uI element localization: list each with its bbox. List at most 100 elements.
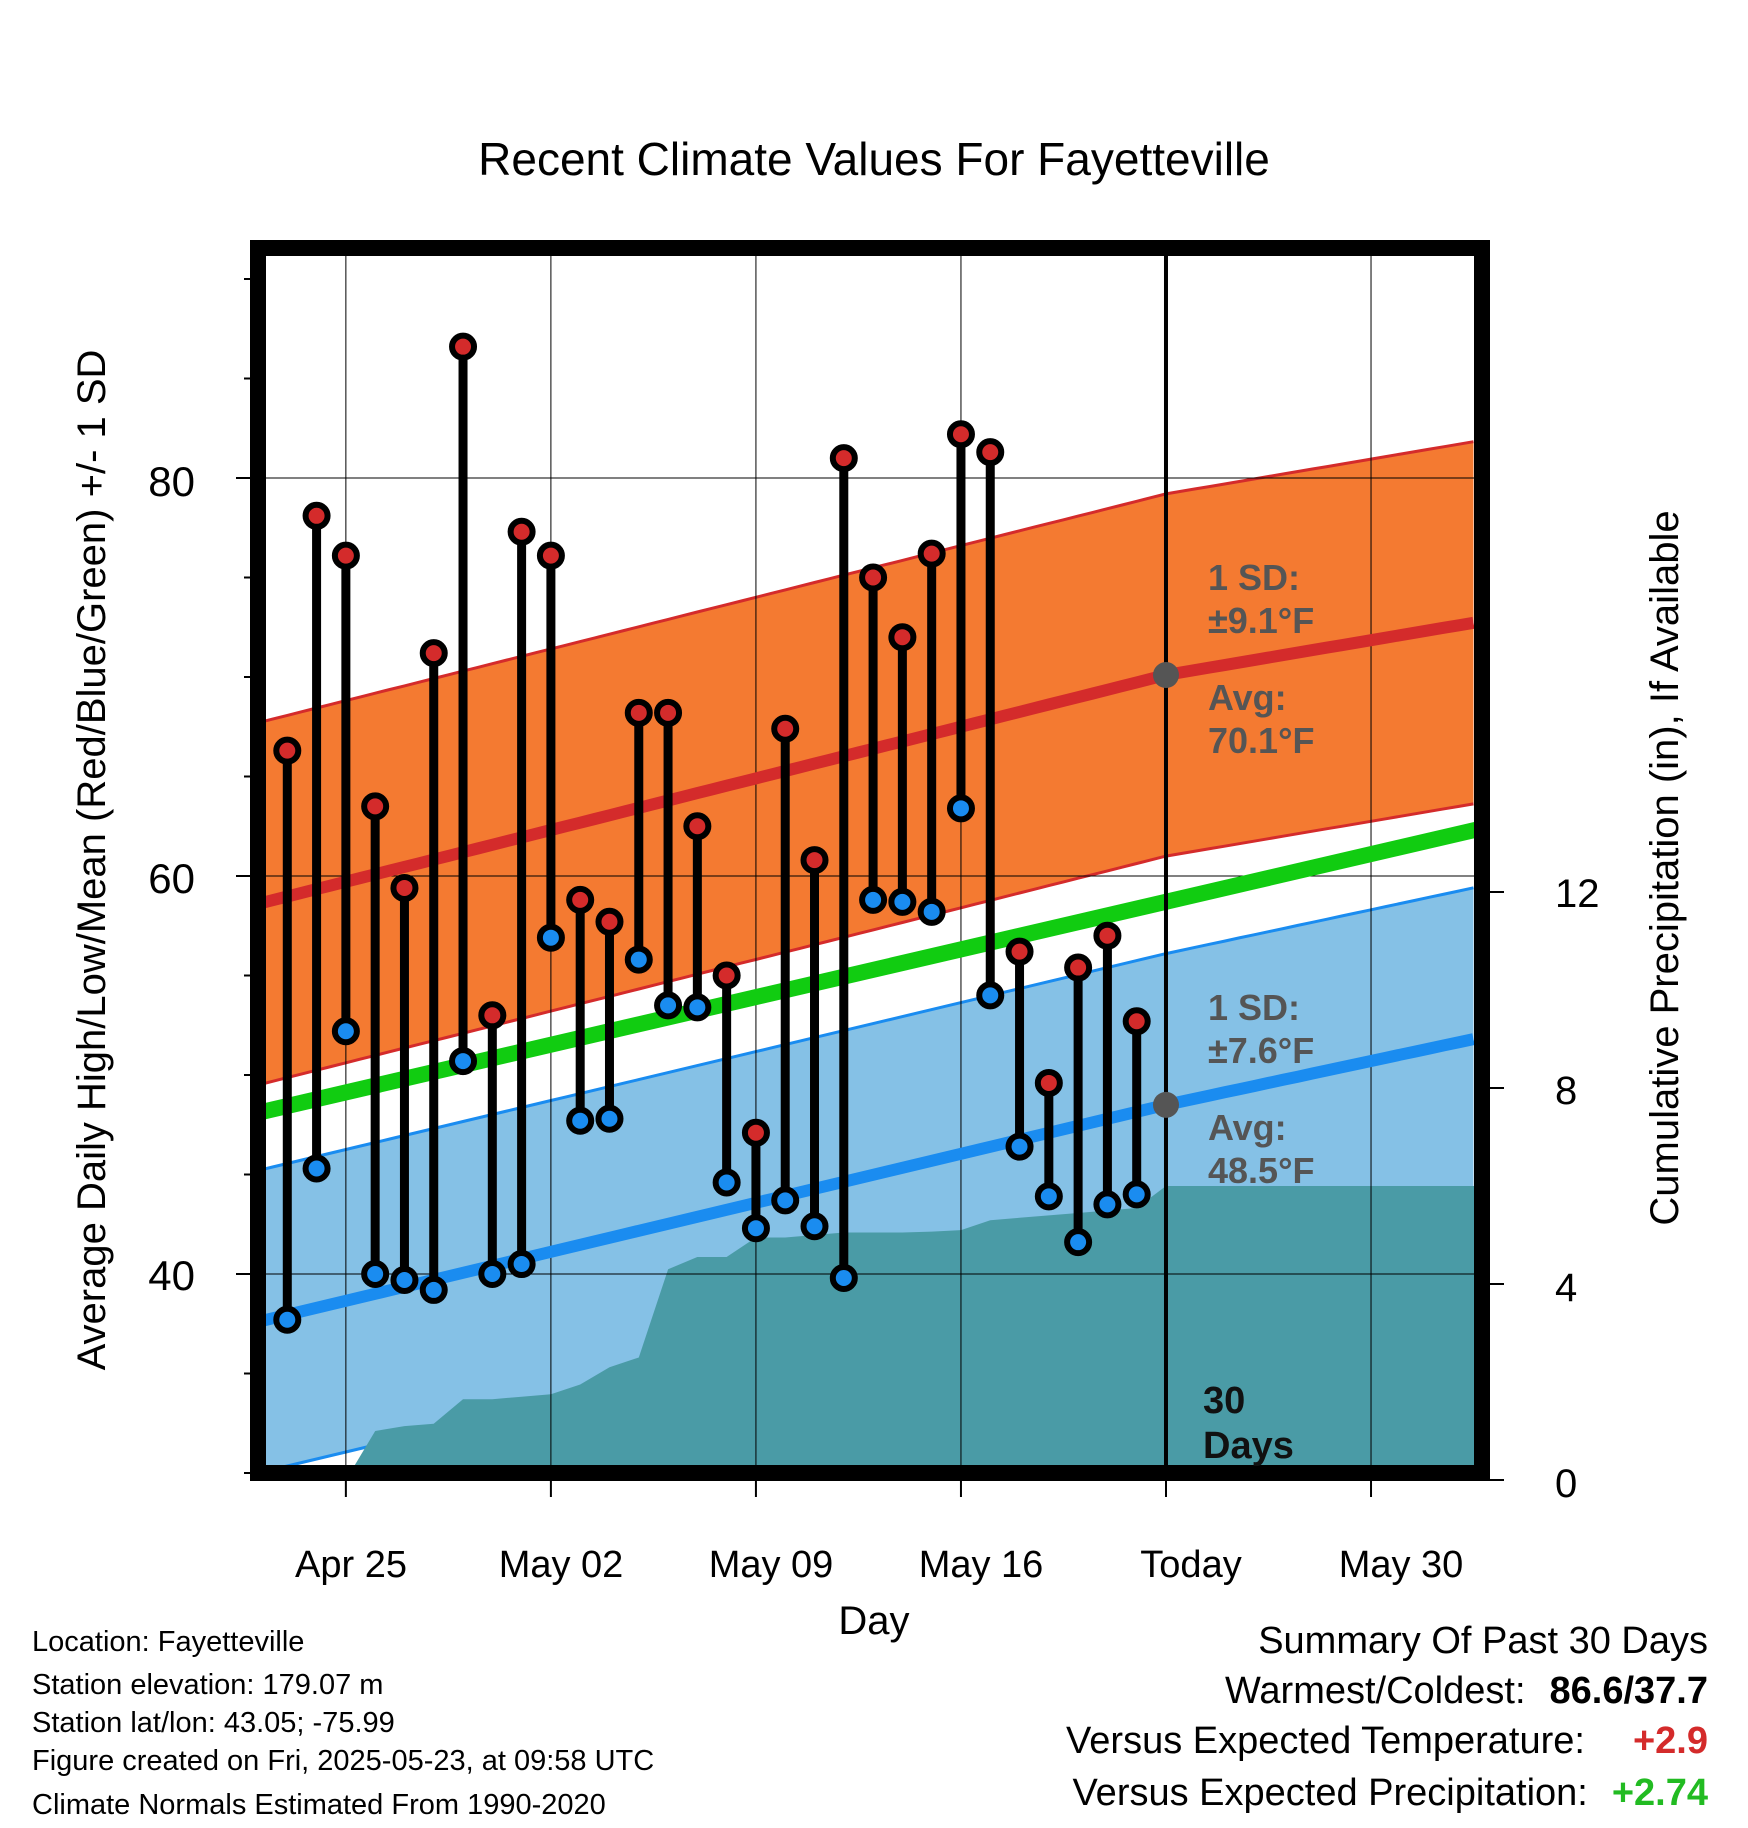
daily-low-point (800, 1212, 829, 1241)
high-sd-band (258, 441, 1474, 1085)
daily-low-point (390, 1265, 419, 1294)
daily-high-point (273, 736, 302, 765)
x-tick-label: May 16 (919, 1544, 1044, 1586)
station-info: Location: Fayetteville (32, 1625, 304, 1659)
summary-temp: Versus Expected Temperature: +2.9 (1066, 1720, 1708, 1763)
daily-high-point (683, 812, 712, 841)
daily-low-point (1005, 1132, 1034, 1161)
daily-high-point (771, 714, 800, 743)
y-left-tick-label: 40 (148, 1252, 195, 1299)
daily-low-point (683, 993, 712, 1022)
daily-low-point (946, 794, 975, 823)
high-avg-value: 70.1°F (1208, 720, 1314, 761)
low-avg-label: Avg: (1208, 1107, 1287, 1148)
daily-high-point (888, 623, 917, 652)
daily-low-point (507, 1250, 536, 1279)
daily-high-point (331, 541, 360, 570)
daily-high-point (1005, 937, 1034, 966)
y-right-tick-label: 8 (1555, 1069, 1577, 1113)
daily-low-point (331, 1017, 360, 1046)
daily-low-point (361, 1260, 390, 1288)
y-left-axis-ticks (236, 278, 258, 1474)
daily-low-point (888, 887, 917, 916)
daily-low-point (917, 897, 946, 926)
daily-high-point (419, 639, 448, 668)
y-axis-left-title: Average Daily High/Low/Mean (Red/Blue/Gr… (70, 350, 114, 1371)
x-tick-label: May 09 (709, 1544, 834, 1586)
daily-high-point (800, 846, 829, 875)
daily-high-point (449, 332, 478, 361)
daily-low-point (1093, 1190, 1122, 1219)
latlon-text: Station lat/lon: 43.05; -75.99 (32, 1707, 395, 1739)
daily-high-point (478, 1001, 507, 1030)
daily-high-point (1093, 921, 1122, 950)
x-tick-label: Apr 25 (295, 1544, 407, 1586)
climate-normals: Climate Normals Estimated From 1990-2020 (32, 1788, 606, 1822)
daily-high-point (917, 539, 946, 568)
x-axis-title: Day (838, 1599, 909, 1643)
daily-high-point (654, 698, 683, 727)
daily-high-point (624, 698, 653, 727)
elevation-text: Station elevation: 179.07 m (32, 1669, 384, 1701)
daily-low-point (654, 991, 683, 1020)
summary-title-text: Summary Of Past 30 Days (1258, 1620, 1708, 1662)
high-sd-value: ±9.1°F (1208, 600, 1314, 641)
station-latlon: Station lat/lon: 43.05; -75.99 (32, 1706, 395, 1740)
daily-high-point (946, 420, 975, 449)
x-tick-label: May 02 (499, 1544, 624, 1586)
high-avg-label: Avg: (1208, 677, 1287, 718)
daily-high-point (1064, 953, 1093, 982)
low-sd-value: ±7.6°F (1208, 1030, 1314, 1071)
daily-low-point (624, 945, 653, 974)
daily-low-point (1034, 1182, 1063, 1211)
daily-high-point (1122, 1007, 1151, 1036)
daily-high-point (859, 563, 888, 592)
daily-high-point (302, 501, 331, 530)
temp-value: +2.9 (1632, 1720, 1708, 1762)
daily-low-point (976, 981, 1005, 1010)
daily-high-point (1034, 1068, 1063, 1097)
y-right-tick-label: 4 (1555, 1266, 1577, 1310)
plot-area (258, 248, 1482, 1473)
created-text: Figure created on Fri, 2025-05-23, at 09… (32, 1745, 655, 1777)
daily-low-point (829, 1263, 858, 1292)
precip-area (350, 1186, 1482, 1473)
location-text: Location: Fayetteville (32, 1626, 305, 1658)
summary-warm-cold: Warmest/Coldest: 86.6/37.7 (1225, 1670, 1708, 1713)
daily-low-point (712, 1168, 741, 1197)
daily-high-point (976, 438, 1005, 467)
y-right-tick-label: 12 (1555, 872, 1600, 916)
figure-created: Figure created on Fri, 2025-05-23, at 09… (32, 1744, 654, 1778)
y-left-tick-label: 80 (148, 458, 195, 505)
daily-high-point (595, 907, 624, 936)
x-tick-label: May 30 (1339, 1544, 1464, 1586)
y-right-axis-ticks (1482, 891, 1504, 1481)
today-high-avg-marker (1152, 662, 1179, 689)
y-right-tick-label: 0 (1555, 1462, 1577, 1506)
daily-low-point (859, 885, 888, 914)
daily-low-point (478, 1260, 507, 1288)
chart-title: Recent Climate Values For Fayetteville (478, 133, 1270, 185)
daily-low-point (536, 923, 565, 952)
daily-low-point (1064, 1228, 1093, 1257)
low-sd-label: 1 SD: (1208, 987, 1300, 1028)
daily-low-point (419, 1275, 448, 1304)
daily-low-point (566, 1106, 595, 1135)
daily-high-point (566, 885, 595, 914)
daily-low-point (595, 1104, 624, 1133)
plot-layers (236, 240, 1504, 1497)
normal-low-line (258, 1033, 1475, 1328)
daily-high-point (507, 517, 536, 546)
daily-high-point (712, 961, 741, 990)
daily-low-point (771, 1186, 800, 1215)
daily-high-point (390, 873, 419, 902)
low-sd-upper-edge (258, 886, 1474, 1172)
daily-low-point (449, 1047, 478, 1076)
daily-low-point (302, 1154, 331, 1183)
x-axis-ticks (344, 1473, 1373, 1497)
warm-cold-label: Warmest/Coldest: (1224, 1670, 1526, 1712)
warm-cold-value: 86.6/37.7 (1549, 1670, 1708, 1712)
today-low-avg-marker (1152, 1091, 1179, 1118)
low-avg-value: 48.5°F (1208, 1150, 1314, 1191)
